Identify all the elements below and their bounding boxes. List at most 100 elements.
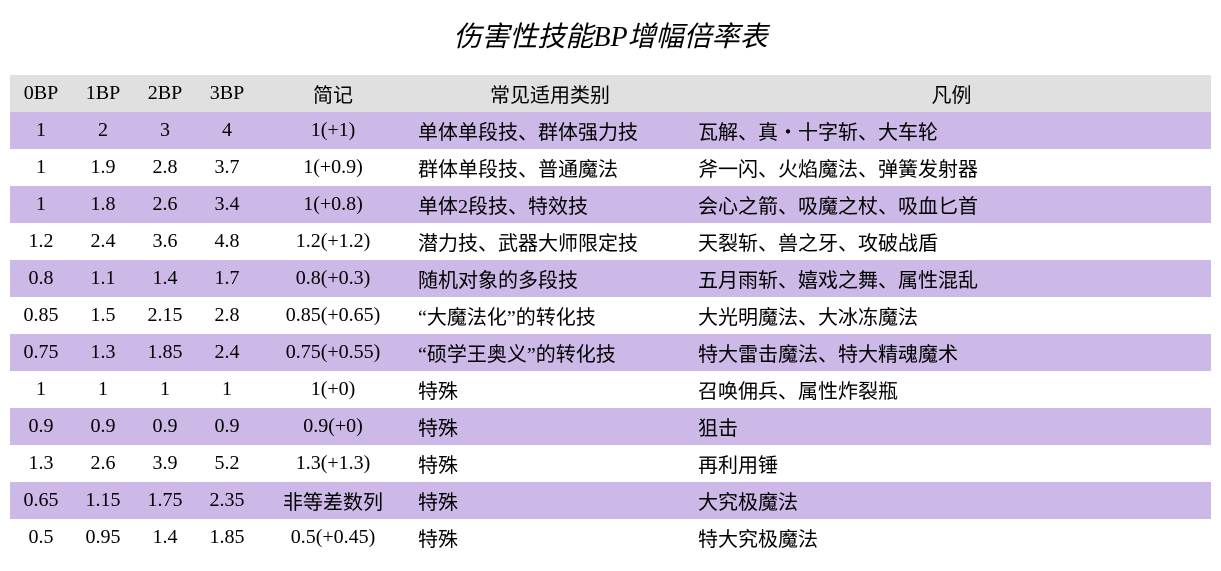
table-row: 0.50.951.41.850.5(+0.45)特殊特大究极魔法 bbox=[10, 519, 1211, 556]
cell-1bp: 2 bbox=[72, 112, 134, 149]
cell-example: 特大雷击魔法、特大精魂魔术 bbox=[688, 334, 1211, 371]
cell-3bp: 1 bbox=[196, 371, 258, 408]
cell-2bp: 2.6 bbox=[134, 186, 196, 223]
col-header-example: 凡例 bbox=[688, 75, 1211, 112]
cell-notation: 0.5(+0.45) bbox=[258, 519, 408, 556]
cell-notation: 1(+0.8) bbox=[258, 186, 408, 223]
cell-notation: 1.2(+1.2) bbox=[258, 223, 408, 260]
table-row: 11.92.83.71(+0.9)群体单段技、普通魔法斧一闪、火焰魔法、弹簧发射… bbox=[10, 149, 1211, 186]
cell-2bp: 2.8 bbox=[134, 149, 196, 186]
cell-example: 再利用锤 bbox=[688, 445, 1211, 482]
cell-0bp: 1 bbox=[10, 186, 72, 223]
cell-1bp: 2.6 bbox=[72, 445, 134, 482]
table-header-row: 0BP 1BP 2BP 3BP 简记 常见适用类别 凡例 bbox=[10, 75, 1211, 112]
cell-2bp: 1.4 bbox=[134, 260, 196, 297]
cell-category: 特殊 bbox=[408, 519, 688, 556]
cell-notation: 1(+0) bbox=[258, 371, 408, 408]
table-row: 1.32.63.95.21.3(+1.3)特殊再利用锤 bbox=[10, 445, 1211, 482]
cell-2bp: 1.75 bbox=[134, 482, 196, 519]
table-row: 12341(+1)单体单段技、群体强力技瓦解、真・十字斩、大车轮 bbox=[10, 112, 1211, 149]
cell-0bp: 0.9 bbox=[10, 408, 72, 445]
cell-0bp: 0.5 bbox=[10, 519, 72, 556]
cell-example: 召唤佣兵、属性炸裂瓶 bbox=[688, 371, 1211, 408]
col-header-notation: 简记 bbox=[258, 75, 408, 112]
col-header-1bp: 1BP bbox=[72, 75, 134, 112]
cell-1bp: 0.9 bbox=[72, 408, 134, 445]
cell-category: 特殊 bbox=[408, 445, 688, 482]
cell-0bp: 1 bbox=[10, 371, 72, 408]
cell-3bp: 2.35 bbox=[196, 482, 258, 519]
cell-notation: 0.8(+0.3) bbox=[258, 260, 408, 297]
cell-example: 五月雨斩、嬉戏之舞、属性混乱 bbox=[688, 260, 1211, 297]
cell-category: 特殊 bbox=[408, 482, 688, 519]
cell-3bp: 5.2 bbox=[196, 445, 258, 482]
cell-category: 群体单段技、普通魔法 bbox=[408, 149, 688, 186]
cell-3bp: 1.7 bbox=[196, 260, 258, 297]
cell-example: 大光明魔法、大冰冻魔法 bbox=[688, 297, 1211, 334]
cell-example: 大究极魔法 bbox=[688, 482, 1211, 519]
cell-1bp: 2.4 bbox=[72, 223, 134, 260]
cell-0bp: 0.8 bbox=[10, 260, 72, 297]
cell-2bp: 2.15 bbox=[134, 297, 196, 334]
cell-example: 斧一闪、火焰魔法、弹簧发射器 bbox=[688, 149, 1211, 186]
cell-0bp: 1 bbox=[10, 112, 72, 149]
cell-notation: 1(+0.9) bbox=[258, 149, 408, 186]
cell-3bp: 0.9 bbox=[196, 408, 258, 445]
cell-3bp: 4.8 bbox=[196, 223, 258, 260]
cell-2bp: 1.85 bbox=[134, 334, 196, 371]
col-header-3bp: 3BP bbox=[196, 75, 258, 112]
cell-example: 特大究极魔法 bbox=[688, 519, 1211, 556]
cell-0bp: 1 bbox=[10, 149, 72, 186]
cell-category: 潜力技、武器大师限定技 bbox=[408, 223, 688, 260]
cell-0bp: 0.75 bbox=[10, 334, 72, 371]
cell-0bp: 0.85 bbox=[10, 297, 72, 334]
cell-2bp: 1 bbox=[134, 371, 196, 408]
cell-category: 单体2段技、特效技 bbox=[408, 186, 688, 223]
cell-3bp: 2.4 bbox=[196, 334, 258, 371]
table-row: 11.82.63.41(+0.8)单体2段技、特效技会心之箭、吸魔之杖、吸血匕首 bbox=[10, 186, 1211, 223]
cell-2bp: 3.9 bbox=[134, 445, 196, 482]
cell-notation: 0.9(+0) bbox=[258, 408, 408, 445]
cell-0bp: 1.2 bbox=[10, 223, 72, 260]
cell-notation: 1.3(+1.3) bbox=[258, 445, 408, 482]
cell-2bp: 3 bbox=[134, 112, 196, 149]
cell-1bp: 1.5 bbox=[72, 297, 134, 334]
cell-example: 会心之箭、吸魔之杖、吸血匕首 bbox=[688, 186, 1211, 223]
cell-category: 单体单段技、群体强力技 bbox=[408, 112, 688, 149]
page-title: 伤害性技能BP增幅倍率表 bbox=[10, 15, 1211, 55]
cell-0bp: 1.3 bbox=[10, 445, 72, 482]
table-row: 0.90.90.90.90.9(+0)特殊狙击 bbox=[10, 408, 1211, 445]
cell-notation: 0.75(+0.55) bbox=[258, 334, 408, 371]
cell-3bp: 1.85 bbox=[196, 519, 258, 556]
cell-category: 随机对象的多段技 bbox=[408, 260, 688, 297]
cell-category: 特殊 bbox=[408, 408, 688, 445]
col-header-2bp: 2BP bbox=[134, 75, 196, 112]
table-row: 11111(+0)特殊召唤佣兵、属性炸裂瓶 bbox=[10, 371, 1211, 408]
cell-3bp: 3.4 bbox=[196, 186, 258, 223]
cell-0bp: 0.65 bbox=[10, 482, 72, 519]
col-header-category: 常见适用类别 bbox=[408, 75, 688, 112]
cell-3bp: 3.7 bbox=[196, 149, 258, 186]
table-row: 0.81.11.41.70.8(+0.3)随机对象的多段技五月雨斩、嬉戏之舞、属… bbox=[10, 260, 1211, 297]
cell-notation: 非等差数列 bbox=[258, 482, 408, 519]
table-row: 1.22.43.64.81.2(+1.2)潜力技、武器大师限定技天裂斩、兽之牙、… bbox=[10, 223, 1211, 260]
cell-1bp: 1 bbox=[72, 371, 134, 408]
cell-2bp: 3.6 bbox=[134, 223, 196, 260]
col-header-0bp: 0BP bbox=[10, 75, 72, 112]
cell-2bp: 1.4 bbox=[134, 519, 196, 556]
cell-notation: 0.85(+0.65) bbox=[258, 297, 408, 334]
bp-multiplier-table: 0BP 1BP 2BP 3BP 简记 常见适用类别 凡例 12341(+1)单体… bbox=[10, 75, 1211, 556]
table-row: 0.851.52.152.80.85(+0.65)“大魔法化”的转化技大光明魔法… bbox=[10, 297, 1211, 334]
cell-1bp: 1.9 bbox=[72, 149, 134, 186]
table-row: 0.751.31.852.40.75(+0.55)“硕学王奥义”的转化技特大雷击… bbox=[10, 334, 1211, 371]
table-row: 0.651.151.752.35非等差数列特殊大究极魔法 bbox=[10, 482, 1211, 519]
cell-example: 瓦解、真・十字斩、大车轮 bbox=[688, 112, 1211, 149]
cell-category: 特殊 bbox=[408, 371, 688, 408]
cell-example: 天裂斩、兽之牙、攻破战盾 bbox=[688, 223, 1211, 260]
cell-1bp: 1.8 bbox=[72, 186, 134, 223]
cell-3bp: 2.8 bbox=[196, 297, 258, 334]
cell-2bp: 0.9 bbox=[134, 408, 196, 445]
cell-3bp: 4 bbox=[196, 112, 258, 149]
cell-1bp: 0.95 bbox=[72, 519, 134, 556]
cell-1bp: 1.15 bbox=[72, 482, 134, 519]
